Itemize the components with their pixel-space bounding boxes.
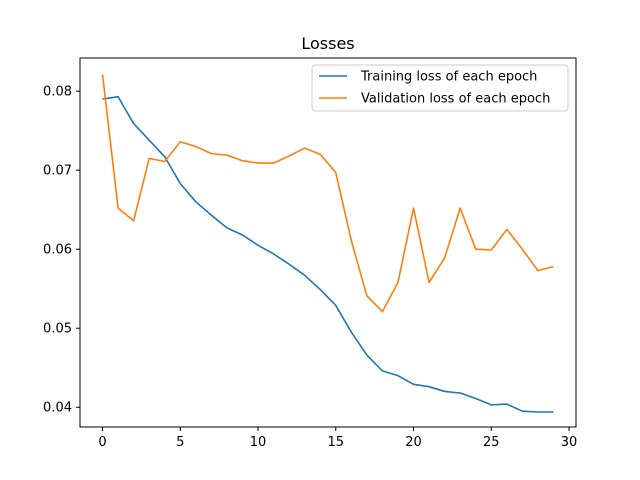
x-tick-label: 25 [483, 435, 500, 450]
y-axis: 0.04 0.05 0.06 0.07 0.08 [43, 85, 80, 416]
series-line-training [102, 95, 554, 413]
legend: Training loss of each epoch Validation lo… [311, 64, 569, 112]
chart-title: Losses [301, 34, 354, 53]
legend-label: Validation loss of each epoch [361, 92, 550, 107]
x-tick-label: 10 [250, 435, 267, 450]
x-tick-label: 15 [328, 435, 345, 450]
y-tick-label: 0.06 [43, 243, 72, 258]
plot-frame [79, 57, 577, 428]
y-tick-label: 0.08 [43, 85, 72, 100]
series-lines [101, 74, 554, 413]
x-axis: 0 5 10 15 20 25 30 [98, 427, 577, 450]
series-line-validation [101, 74, 554, 313]
x-tick-label: 30 [561, 435, 578, 450]
legend-box [311, 64, 569, 112]
x-tick-label: 0 [98, 435, 106, 450]
y-tick-label: 0.04 [43, 401, 72, 416]
x-tick-label: 20 [405, 435, 422, 450]
y-tick-label: 0.07 [43, 164, 72, 179]
x-tick-label: 5 [176, 435, 184, 450]
legend-label: Training loss of each epoch [360, 70, 537, 85]
y-tick-label: 0.05 [43, 322, 72, 337]
